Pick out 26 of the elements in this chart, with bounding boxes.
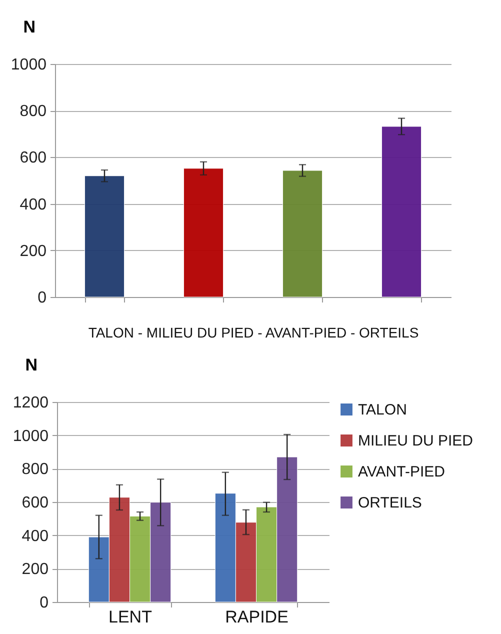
y-tick-label: 600 [20, 150, 47, 167]
y-tick-label: 400 [22, 528, 49, 545]
y-tick-label: 1200 [12, 394, 49, 412]
x-axis-title: TALON - MILIEU DU PIED - AVANT-PIED - ORTEILS [88, 324, 419, 340]
bar [183, 168, 224, 298]
y-tick-label: 200 [20, 242, 47, 260]
x-tick-label: LENT [108, 608, 152, 626]
bar [282, 170, 323, 298]
legend-label: ORTEILS [358, 494, 422, 512]
bar [84, 176, 125, 298]
y-tick-label: 400 [20, 196, 47, 214]
y-axis-title: N [25, 356, 38, 374]
x-tick-label: RAPIDE [225, 608, 288, 626]
y-axis-title: N [23, 18, 36, 36]
y-tick-label: 0 [38, 290, 47, 306]
legend-label: AVANT-PIED [358, 464, 446, 480]
y-tick-label: 600 [22, 494, 49, 512]
legend-label: MILIEU DU PIED [358, 432, 474, 450]
legend-label: TALON [358, 402, 407, 418]
y-tick-label: 1000 [12, 428, 49, 445]
bar [381, 126, 422, 298]
y-tick-label: 0 [40, 594, 49, 612]
y-tick-label: 200 [22, 561, 49, 578]
y-tick-label: 1000 [10, 56, 47, 74]
y-tick-label: 800 [20, 103, 47, 120]
y-tick-label: 800 [22, 461, 49, 478]
